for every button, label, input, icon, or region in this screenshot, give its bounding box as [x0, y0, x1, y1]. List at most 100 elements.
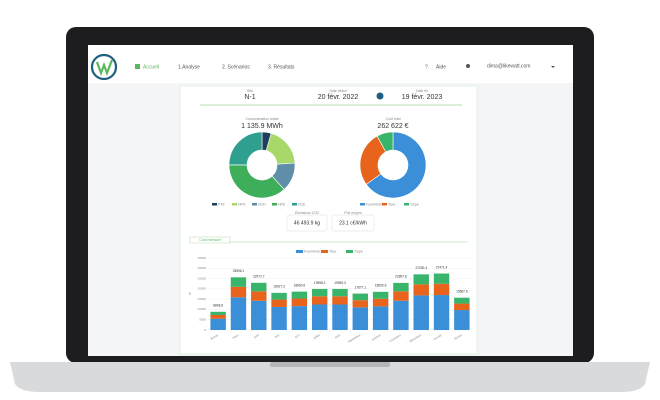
x-tick-label: décembre	[409, 333, 423, 343]
legend-label: HPH	[238, 202, 246, 206]
x-tick-label: janvier	[432, 333, 443, 341]
legend-swatch	[404, 203, 409, 206]
legend-label: Turpe	[410, 202, 419, 206]
x-tick-label: avril	[253, 333, 260, 339]
nav-help-icon: ?	[425, 64, 428, 70]
bar-segment	[291, 291, 308, 299]
user-icon	[466, 64, 470, 68]
bar-total-label: 22971.7	[253, 275, 265, 279]
bar-segment	[413, 274, 429, 285]
bar-segment	[291, 306, 308, 330]
bar-segment	[210, 311, 226, 315]
legend-swatch	[321, 250, 328, 253]
nav-item[interactable]: Accueil	[143, 64, 159, 70]
site-label: Site	[247, 89, 253, 93]
legend-label: Taxe	[329, 249, 336, 253]
y-axis-label: €	[189, 292, 191, 296]
bar-total-label: 18550.6	[375, 284, 387, 288]
bar-segment	[311, 296, 328, 305]
nav-item[interactable]: 2. Scénarios	[222, 64, 250, 70]
nav-item[interactable]: 3. Résultats	[268, 64, 295, 70]
charts: Consommation totale 1 135.9 MWh PTE HPH HCH H…	[189, 117, 472, 344]
y-tick-label: 35000	[198, 256, 207, 260]
donut-slice	[228, 164, 285, 199]
start-label: Date début	[329, 89, 346, 93]
y-tick-label: 25000	[198, 276, 207, 280]
stat-value: 46 493.9 kg	[294, 220, 320, 226]
bar-total-label: 27030.4	[415, 266, 427, 270]
bar-total-label: 19955.3	[334, 281, 346, 285]
bar-segment	[393, 282, 409, 292]
x-tick-label: mai	[274, 333, 280, 339]
legend-label: HPE	[278, 202, 286, 206]
legend-swatch	[296, 250, 303, 253]
x-tick-label: mars	[232, 333, 240, 340]
bar-segment	[311, 288, 328, 297]
donut-slice	[365, 131, 427, 199]
bar-segment	[210, 314, 226, 319]
laptop-notch	[270, 362, 390, 367]
bar-segment	[332, 304, 348, 330]
donut-slice	[376, 131, 394, 153]
legend-swatch	[360, 203, 365, 206]
bar-total-label: 27471.4	[436, 265, 448, 269]
bar-segment	[454, 297, 470, 304]
legend-swatch	[346, 250, 353, 253]
end-label: Date fin	[416, 89, 428, 93]
bar-segment	[251, 300, 267, 330]
bar-segment	[413, 295, 429, 330]
bar-segment	[230, 277, 247, 287]
bar-segment	[372, 298, 389, 307]
y-tick-label: 5000	[199, 318, 206, 322]
bar-segment	[332, 296, 348, 305]
legend-label: PTE	[218, 202, 225, 206]
dropdown-caret[interactable]	[551, 66, 555, 68]
legend-swatch	[212, 203, 217, 206]
nav-item[interactable]: 1.Analyse	[178, 64, 200, 70]
legend-swatch	[382, 203, 387, 206]
bar-segment	[311, 304, 328, 330]
legend-label: Taxe	[388, 202, 395, 206]
end-date[interactable]: 19 févr. 2023	[402, 94, 443, 101]
y-tick-label: 20000	[198, 287, 207, 291]
bar-segment	[271, 299, 287, 307]
site[interactable]: N-1	[244, 94, 255, 101]
x-tick-label: octobre	[371, 333, 382, 342]
bar-segment	[393, 291, 409, 301]
x-tick-label: juin	[293, 333, 300, 339]
start-date[interactable]: 20 févr. 2022	[318, 94, 359, 101]
y-tick-label: 0	[204, 328, 206, 332]
bar-total-label: 17677.1	[355, 285, 367, 289]
nav-user[interactable]: dima@likewatt.com	[487, 63, 530, 69]
home-icon	[135, 64, 140, 69]
stat-label: Émissions CO2	[295, 210, 319, 215]
y-tick-label: 15000	[198, 297, 207, 301]
bar-segment	[230, 297, 247, 330]
bar-segment	[271, 292, 287, 300]
bar-segment	[413, 284, 429, 296]
donut-slice	[228, 131, 263, 166]
legend-label: Turpe	[354, 249, 363, 253]
donut-title: Consommation totale	[245, 117, 278, 121]
bar-total-label: 18660.6	[294, 283, 306, 287]
bar-segment	[352, 300, 369, 308]
bar-segment	[372, 306, 389, 330]
bar-segment	[433, 273, 450, 284]
stat-box	[286, 214, 328, 232]
legend-label: HCH	[258, 202, 266, 206]
y-tick-label: 30000	[198, 266, 207, 270]
nav-help[interactable]: Aide	[436, 64, 446, 70]
bar-segment	[454, 310, 470, 330]
bar-total-label: 8848.8	[213, 304, 223, 308]
x-tick-label: février	[210, 333, 219, 341]
tab-box[interactable]	[189, 236, 231, 244]
date-toggle[interactable]	[376, 92, 384, 100]
donut-total: 262 622 €	[377, 123, 408, 130]
tab[interactable]: Coût mensuel	[199, 238, 221, 242]
legend-swatch	[292, 203, 297, 206]
bar-segment	[352, 307, 369, 330]
bar-total-label: 18027.3	[273, 285, 285, 289]
donut-title: Coût total	[386, 117, 401, 121]
bar-segment	[433, 283, 450, 296]
